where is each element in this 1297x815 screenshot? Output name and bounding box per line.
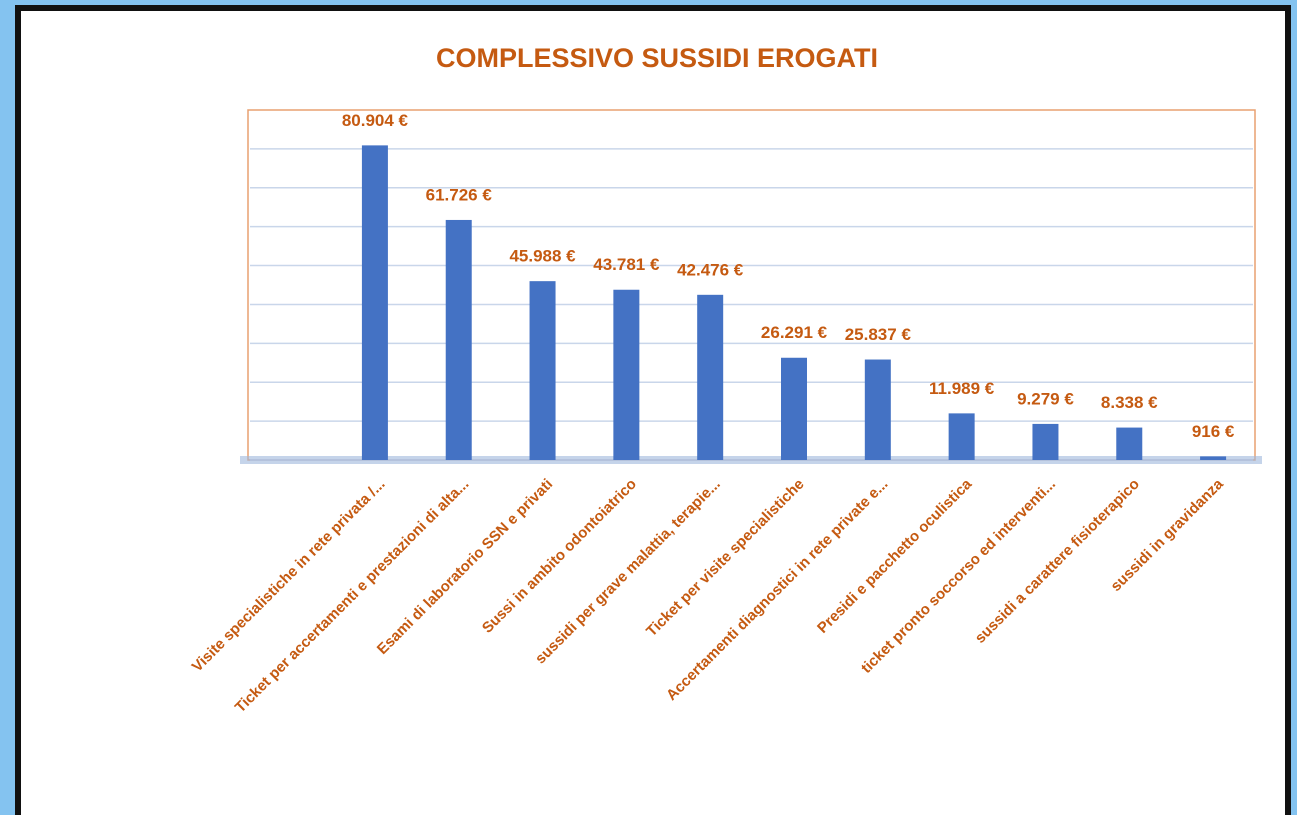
data-label: 11.989 € [929,379,995,398]
data-label: 9.279 € [1017,389,1074,408]
data-label: 25.837 € [845,325,912,344]
data-label: 45.988 € [509,247,576,266]
bar [529,281,556,460]
data-label: 43.781 € [593,255,660,274]
data-label: 61.726 € [426,185,493,204]
bar [361,145,388,460]
frame [15,5,1291,815]
bar [1032,423,1059,460]
data-label: 80.904 € [342,111,409,130]
chart-title: COMPLESSIVO SUSSIDI EROGATI [436,43,878,73]
data-label: 8.338 € [1101,393,1158,412]
bar [948,413,975,460]
bar [1200,456,1227,460]
bar [445,219,472,460]
data-label: 916 € [1192,422,1235,441]
bar [1116,427,1143,460]
data-label: 26.291 € [761,323,828,342]
bar [864,359,891,460]
bar [697,294,724,460]
bar [613,289,640,460]
bar [781,357,807,460]
data-label: 42.476 € [677,260,744,279]
